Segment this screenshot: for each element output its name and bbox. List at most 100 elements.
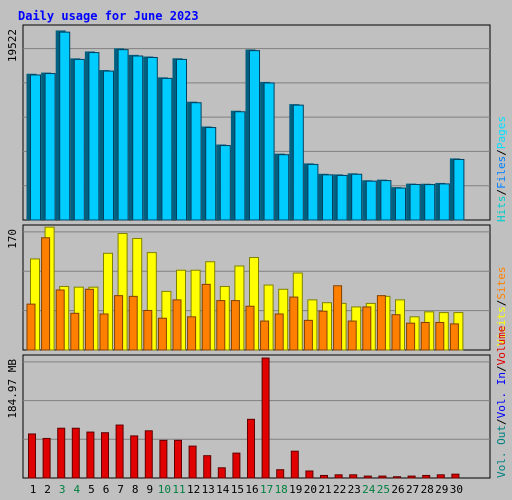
bar-files-day-4 xyxy=(73,58,85,221)
bar-sites-day-20 xyxy=(303,319,313,351)
bar-volume-day-11 xyxy=(174,439,182,479)
bar-volume-day-4 xyxy=(71,427,80,479)
bar-volume-day-10 xyxy=(159,439,168,479)
chart-title: Daily usage for June 2023 xyxy=(18,9,199,23)
bar-sites-day-15 xyxy=(230,300,240,351)
bar-volume-day-22 xyxy=(334,474,343,479)
bar-volume-day-15 xyxy=(232,452,241,479)
bar-sites-day-4 xyxy=(70,312,80,351)
series-files xyxy=(30,31,465,221)
x-tick-label: 23 xyxy=(348,483,361,496)
bar-sites-day-30 xyxy=(449,323,459,351)
x-tick-label: 14 xyxy=(216,483,230,496)
bar-files-day-19 xyxy=(292,104,304,221)
panel-volume: 184.97 MB xyxy=(6,354,491,479)
legend-item: Files xyxy=(495,156,508,189)
legend-item: Hits xyxy=(495,196,508,223)
bar-volume-day-30 xyxy=(451,473,460,479)
bar-sites-day-2 xyxy=(41,237,51,351)
bar-sites-day-11 xyxy=(172,299,182,351)
bar-files-day-24 xyxy=(365,180,377,221)
x-tick-label: 9 xyxy=(146,483,153,496)
legend-item: / xyxy=(495,365,508,372)
bar-files-day-21 xyxy=(322,174,333,221)
x-tick-label: 3 xyxy=(59,483,66,496)
x-tick-label: 13 xyxy=(202,483,215,496)
legend-visits-sites: Visits/Sites xyxy=(495,267,508,347)
chart-panels: 19522 170 184.97 MB xyxy=(6,24,491,479)
bar-sites-day-23 xyxy=(347,320,357,351)
bar-files-day-11 xyxy=(176,58,187,221)
x-tick-label: 2 xyxy=(44,483,51,496)
bar-sites-day-22 xyxy=(333,285,343,351)
x-tick-label: 25 xyxy=(377,483,390,496)
bar-sites-day-1 xyxy=(26,303,36,351)
bar-sites-day-13 xyxy=(201,283,211,351)
bar-volume-day-24 xyxy=(363,475,372,479)
bar-sites-day-21 xyxy=(318,310,328,351)
bar-volume-day-25 xyxy=(378,475,387,479)
bar-files-day-26 xyxy=(395,187,406,221)
x-tick-label: 30 xyxy=(450,483,463,496)
panel-frame xyxy=(22,354,491,479)
bar-volume-day-9 xyxy=(144,430,153,479)
bar-sites-day-7 xyxy=(114,295,124,351)
x-tick-label: 21 xyxy=(318,483,331,496)
x-tick-label: 8 xyxy=(132,483,139,496)
bar-sites-day-3 xyxy=(55,289,65,351)
x-tick-label: 11 xyxy=(172,483,185,496)
x-tick-label: 4 xyxy=(73,483,80,496)
bar-volume-day-27 xyxy=(407,475,416,479)
bar-volume-day-5 xyxy=(86,431,95,479)
bar-volume-day-23 xyxy=(349,474,358,479)
bar-files-day-9 xyxy=(146,56,158,221)
bar-volume-day-6 xyxy=(101,432,109,479)
x-tick-label: 22 xyxy=(333,483,346,496)
bar-sites-day-18 xyxy=(274,313,284,351)
bar-files-day-7 xyxy=(117,49,129,221)
bar-sites-day-9 xyxy=(143,309,153,351)
bar-sites-day-17 xyxy=(260,320,270,351)
bar-volume-day-18 xyxy=(276,469,285,479)
panel-max-label: 184.97 MB xyxy=(6,359,19,419)
panel-max-label: 19522 xyxy=(6,29,19,62)
bar-files-day-3 xyxy=(59,31,71,221)
panel-hits-files: 19522 xyxy=(6,24,491,221)
bar-files-day-8 xyxy=(132,55,144,221)
bar-sites-day-27 xyxy=(406,322,416,351)
bar-volume-day-29 xyxy=(436,474,445,479)
bar-sites-day-25 xyxy=(376,295,386,351)
bar-sites-day-28 xyxy=(420,321,430,351)
bar-sites-day-8 xyxy=(128,295,138,351)
bar-files-day-14 xyxy=(219,145,231,221)
bar-volume-day-8 xyxy=(130,435,139,479)
bar-files-day-22 xyxy=(336,174,348,221)
x-tick-label: 18 xyxy=(275,483,288,496)
bar-files-day-15 xyxy=(234,111,246,221)
legend-item: / xyxy=(495,418,508,425)
legend-hits-files-pages: Hits/Files/Pages xyxy=(495,116,508,222)
bar-volume-day-26 xyxy=(393,476,401,479)
legend-item: Pages xyxy=(495,116,508,149)
panel-max-label: 170 xyxy=(6,229,19,249)
x-tick-label: 10 xyxy=(158,483,171,496)
x-tick-label: 16 xyxy=(245,483,258,496)
bar-files-day-20 xyxy=(307,163,319,221)
bar-files-day-29 xyxy=(438,183,450,221)
bar-sites-day-29 xyxy=(435,321,445,351)
bar-sites-day-14 xyxy=(216,300,226,351)
legend-item: Volume xyxy=(495,326,508,366)
x-tick-label: 20 xyxy=(304,483,317,496)
x-tick-label: 1 xyxy=(30,483,37,496)
bar-sites-day-6 xyxy=(99,313,109,351)
bar-volume-day-2 xyxy=(42,437,51,479)
bar-files-day-12 xyxy=(190,102,202,221)
bar-volume-day-14 xyxy=(217,467,226,479)
bar-files-day-2 xyxy=(44,73,56,221)
bar-sites-day-19 xyxy=(289,296,299,351)
bar-volume-day-1 xyxy=(28,433,36,479)
series-volume xyxy=(28,357,460,479)
x-tick-label: 5 xyxy=(88,483,95,496)
